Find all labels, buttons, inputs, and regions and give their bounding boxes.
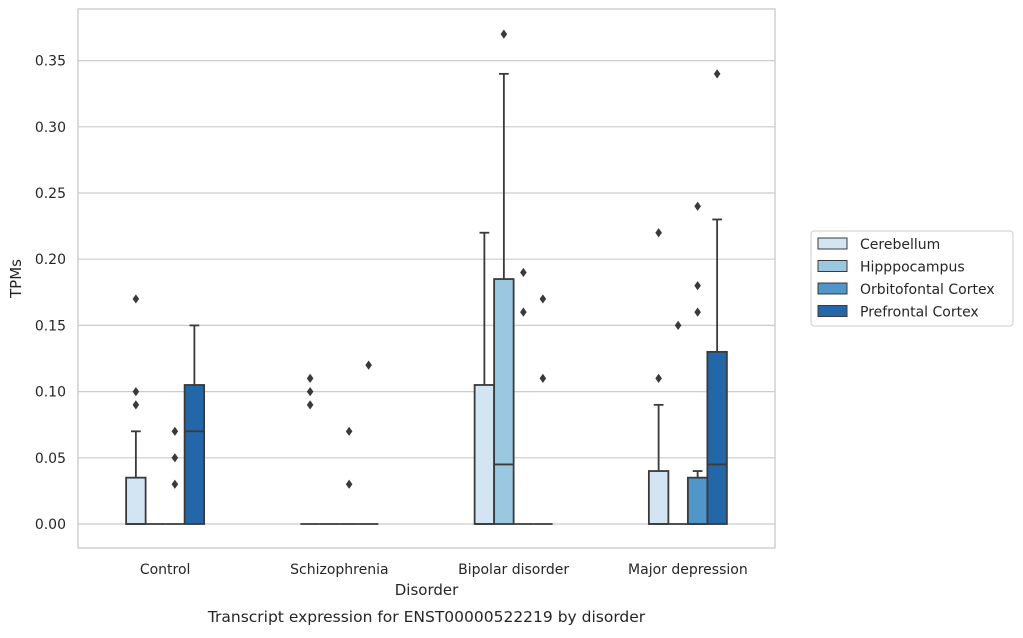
- box-group: [668, 320, 688, 525]
- y-tick-label: 0.10: [35, 385, 66, 401]
- x-axis-label: Disorder: [395, 581, 459, 599]
- box: [706, 350, 728, 525]
- outlier-point: [171, 453, 179, 463]
- box-group: [647, 228, 670, 525]
- box-group: [706, 69, 728, 525]
- x-tick-label: Control: [140, 562, 191, 578]
- outlier-point: [500, 29, 508, 39]
- box-group: [473, 231, 496, 525]
- x-tick-labels: Control Schizophrenia Bipolar disorder Majo…: [140, 562, 748, 578]
- box-group: [493, 29, 515, 525]
- y-tick-label: 0.35: [35, 54, 66, 70]
- y-tick-label: 0.05: [35, 451, 66, 467]
- box-group: [125, 294, 147, 525]
- chart-caption: Transcript expression for ENST0000052221…: [207, 608, 646, 626]
- legend-label: Hipppocampus: [860, 260, 965, 276]
- legend-label: Orbitofontal Cortex: [860, 282, 995, 298]
- x-tick-label: Major depression: [628, 562, 748, 578]
- box: [686, 476, 709, 525]
- legend-label: Prefrontal Cortex: [860, 305, 979, 321]
- box-group: [513, 267, 534, 525]
- legend-swatch: [817, 260, 848, 272]
- outlier-point: [694, 281, 701, 291]
- outlier-point: [655, 228, 662, 238]
- outlier-point: [171, 479, 179, 489]
- box-group: [358, 360, 379, 525]
- outlier-point: [171, 426, 179, 436]
- y-axis-label: TPMs: [7, 259, 25, 299]
- box: [647, 470, 670, 525]
- outlier-point: [539, 294, 547, 304]
- legend-label: Cerebellum: [860, 237, 940, 253]
- box: [493, 278, 515, 525]
- outlier-point: [365, 360, 372, 370]
- plot-area: [78, 9, 775, 548]
- outlier-point: [520, 307, 527, 317]
- legend-swatch: [817, 237, 848, 250]
- outlier-point: [694, 201, 701, 211]
- box-group: [183, 324, 206, 525]
- box-group: [339, 426, 359, 525]
- outlier-point: [345, 479, 353, 489]
- plot-frame: [77, 8, 776, 549]
- outlier-point: [520, 267, 527, 278]
- y-tick-label: 0.15: [35, 318, 66, 334]
- x-tick-label: Bipolar disorder: [458, 562, 569, 578]
- y-tick-label: 0.30: [35, 120, 66, 136]
- box-group: [300, 373, 320, 525]
- x-tick-label: Schizophrenia: [290, 562, 388, 578]
- outlier-point: [132, 294, 140, 304]
- boxes: [125, 29, 728, 525]
- legend-frame: [810, 230, 1014, 327]
- outlier-point: [345, 426, 353, 436]
- outlier-point: [132, 400, 140, 410]
- outlier-point: [306, 373, 314, 383]
- y-tick-label: 0.00: [35, 517, 66, 533]
- box: [473, 384, 496, 525]
- outlier-point: [694, 307, 701, 317]
- y-tick-label: 0.20: [35, 252, 66, 268]
- box: [125, 476, 147, 525]
- box: [183, 384, 206, 525]
- box-group: [533, 294, 553, 525]
- outlier-point: [655, 373, 662, 383]
- y-tick-label: 0.25: [35, 186, 66, 202]
- box-group: [165, 426, 185, 525]
- outlier-point: [539, 373, 547, 383]
- legend-swatch: [817, 305, 848, 317]
- outlier-point: [306, 400, 314, 410]
- legend-swatch: [817, 282, 848, 295]
- y-tick-labels: 0.00 0.05 0.10 0.15 0.20 0.25 0.30 0.35: [35, 54, 66, 533]
- legend: Cerebellum Hipppocampus Orbitofontal Corte…: [810, 230, 1014, 327]
- outlier-point: [713, 69, 721, 79]
- outlier-point: [306, 387, 314, 397]
- outlier-point: [674, 320, 682, 330]
- outlier-point: [132, 387, 140, 397]
